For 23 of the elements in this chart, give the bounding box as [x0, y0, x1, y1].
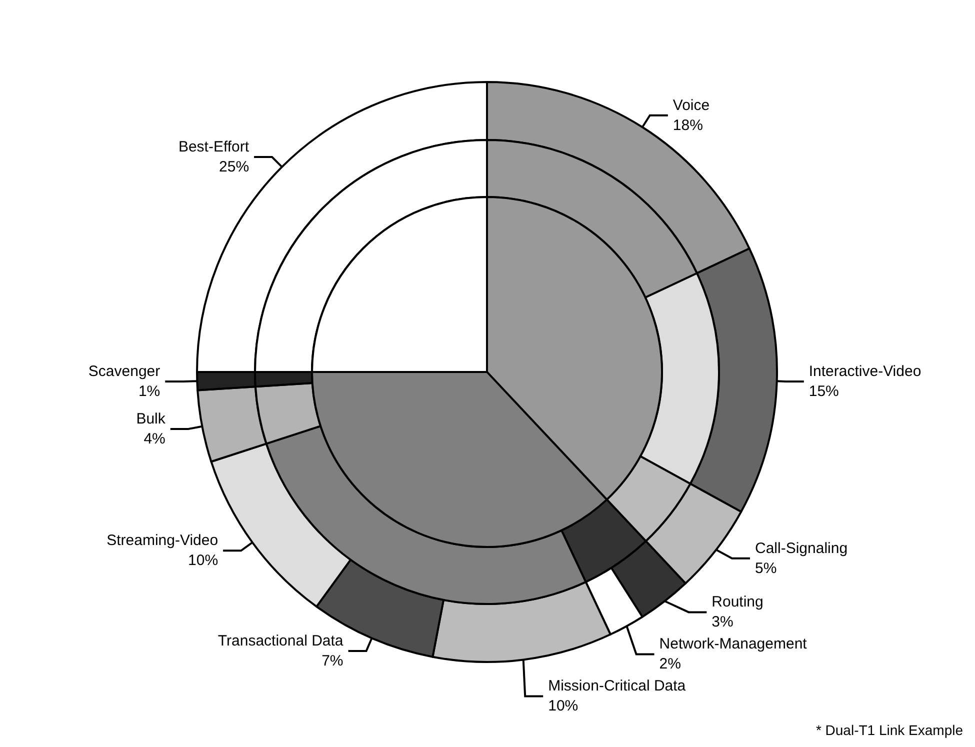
data-label: 10% — [188, 552, 218, 570]
slice-label: Transactional Data — [218, 632, 344, 650]
data-label: 1% — [138, 383, 160, 400]
slice-label: Mission-Critical Data — [548, 678, 686, 695]
data-label: 7% — [322, 652, 344, 670]
data-label: 15% — [808, 383, 839, 400]
slice-label: Streaming-Video — [106, 532, 218, 550]
text: * Dual-T1 Link Example — [816, 722, 964, 738]
slice-label: Interactive-Video — [808, 363, 922, 380]
slice-label: Routing — [712, 594, 764, 611]
data-label: 2% — [659, 656, 681, 673]
data-label: 3% — [712, 614, 734, 631]
slice-label: Bulk — [136, 410, 166, 428]
data-label: 5% — [755, 560, 777, 577]
slice-label: Network-Management — [659, 636, 808, 653]
slice-label: Scavenger — [88, 363, 160, 380]
data-label: 10% — [548, 698, 578, 715]
data-label: 4% — [144, 430, 166, 448]
slice-label: Best-Effort — [178, 138, 250, 156]
data-label: 18% — [672, 116, 703, 134]
data-label: 25% — [219, 158, 250, 176]
slice-label: Voice — [672, 96, 710, 114]
slice-label: Call-Signaling — [755, 540, 848, 557]
